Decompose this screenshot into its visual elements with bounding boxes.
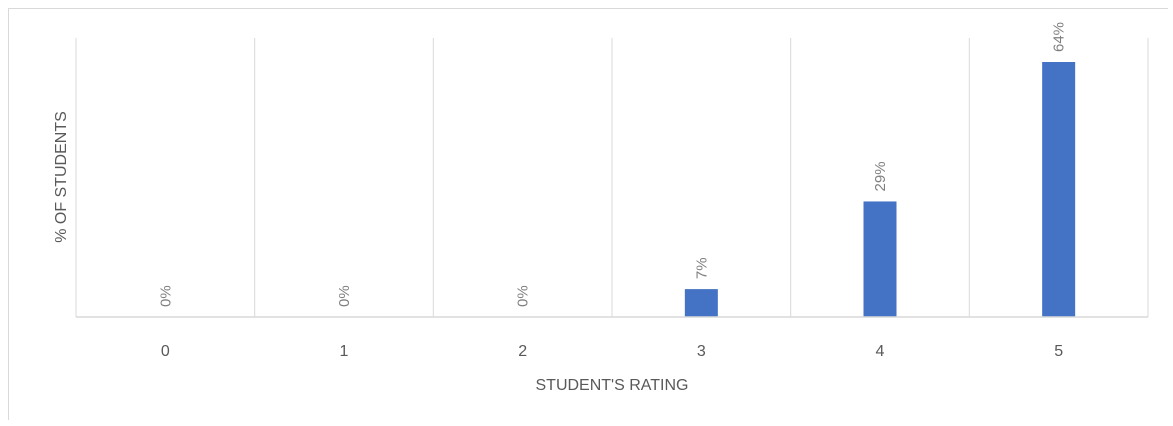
- bar-4: [863, 201, 897, 317]
- x-tick-labels: 0 1 2 3 4 5: [161, 343, 1063, 360]
- data-label-4: 29%: [872, 161, 889, 191]
- data-label-5: 64%: [1051, 22, 1068, 52]
- bar-3: [684, 289, 718, 317]
- grid-lines: [75, 38, 1149, 317]
- bars: [684, 62, 1076, 317]
- x-tick-label-4: 4: [876, 343, 885, 360]
- x-axis-title: STUDENT'S RATING: [536, 377, 689, 394]
- x-tick-label-1: 1: [340, 343, 349, 360]
- data-label-0: 0%: [157, 285, 174, 307]
- x-tick-label-2: 2: [518, 343, 527, 360]
- bar-5: [1042, 62, 1076, 317]
- x-tick-label-5: 5: [1054, 343, 1063, 360]
- data-labels: 0% 0% 0% 7% 29% 64%: [157, 22, 1067, 307]
- x-tick-label-3: 3: [697, 343, 706, 360]
- chart-frame: [8, 8, 1168, 420]
- data-label-2: 0%: [515, 285, 532, 307]
- x-tick-label-0: 0: [161, 343, 170, 360]
- data-label-3: 7%: [693, 257, 710, 279]
- data-label-1: 0%: [336, 285, 353, 307]
- y-axis-title: % OF STUDENTS: [53, 111, 70, 243]
